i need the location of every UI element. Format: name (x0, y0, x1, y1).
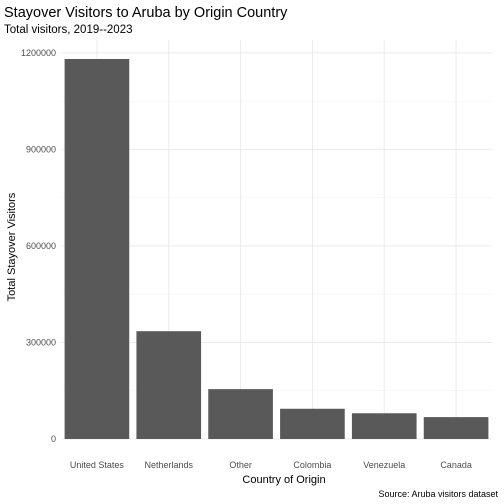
x-tick-label: Venezuela (363, 460, 405, 470)
y-axis-title: Total Stayover Visitors (6, 192, 18, 301)
x-axis-title: Country of Origin (242, 474, 325, 486)
y-tick-label: 300000 (26, 337, 56, 347)
x-tick-label: Other (229, 460, 252, 470)
x-tick-label: Canada (440, 460, 472, 470)
bar-united-states (64, 58, 130, 439)
y-axis-ticks: 0 300000 600000 900000 1200000 (21, 48, 56, 444)
x-tick-label: Colombia (293, 460, 331, 470)
y-tick-label: 900000 (26, 144, 56, 154)
x-tick-label: Netherlands (144, 460, 193, 470)
x-axis-ticks: United States Netherlands Other Colombia Ven… (70, 460, 472, 470)
grid (61, 40, 492, 440)
bar-colombia (280, 408, 345, 439)
y-tick-label: 1200000 (21, 48, 56, 58)
bar-venezuela (351, 413, 417, 439)
bar-canada (423, 417, 489, 439)
chart-subtitle: Total visitors, 2019--2023 (4, 24, 132, 36)
y-tick-label: 600000 (26, 241, 56, 251)
bar-other (208, 389, 273, 439)
chart-caption: Source: Aruba visitors dataset (378, 489, 498, 499)
chart-title: Stayover Visitors to Aruba by Origin Cou… (4, 5, 288, 21)
y-tick-label: 0 (51, 434, 56, 444)
bars (64, 58, 489, 439)
x-tick-label: United States (70, 460, 125, 470)
bar-netherlands (136, 331, 202, 439)
